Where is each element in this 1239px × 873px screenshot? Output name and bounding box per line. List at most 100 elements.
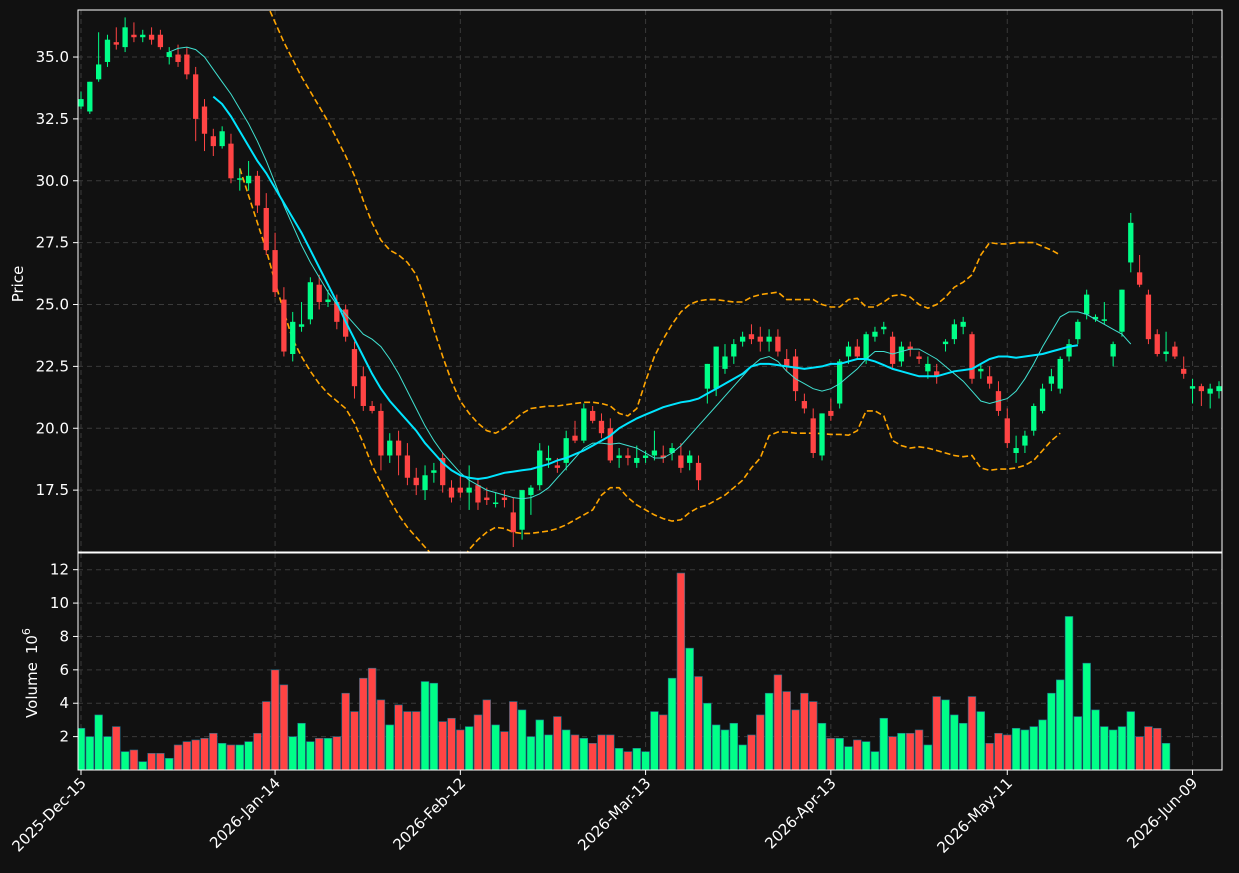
candle (775, 329, 781, 357)
candle-body (175, 54, 181, 62)
volume-scale-exponent: 6 (20, 628, 33, 635)
candle-body (237, 178, 243, 180)
volume-bar (641, 751, 650, 770)
candle-body (528, 487, 534, 496)
candle (616, 448, 622, 468)
candle (1101, 302, 1107, 325)
volume-bar (879, 717, 888, 770)
candle-body (360, 376, 366, 406)
volume-bar (958, 722, 968, 770)
volume-bar (323, 737, 333, 770)
volume-bar (764, 692, 774, 770)
candle-body (590, 410, 596, 421)
volume-bar (1003, 734, 1012, 770)
candle-body (925, 363, 931, 372)
price-tick-label: 17.5 (36, 481, 69, 499)
candle-body (1154, 334, 1160, 355)
candle-body (898, 346, 905, 362)
candle (148, 27, 155, 45)
volume-bar (1020, 729, 1030, 770)
candle (1145, 289, 1152, 345)
candle-body (916, 356, 922, 359)
candle (1198, 383, 1205, 406)
candle (801, 393, 808, 414)
candle-body (942, 341, 949, 345)
candle (1013, 435, 1019, 463)
candle (757, 326, 763, 352)
volume-bar (906, 732, 915, 770)
volume-bar (809, 701, 818, 770)
candle (263, 193, 269, 256)
candle (739, 331, 746, 347)
candle (986, 366, 993, 389)
candle-body (986, 376, 993, 384)
candle-body (448, 487, 455, 498)
candle-body (669, 448, 675, 454)
candle (854, 339, 860, 359)
candle-body (422, 475, 428, 491)
volume-bar (420, 681, 430, 770)
volume-bar (923, 744, 933, 770)
price-tick-label: 35.0 (36, 48, 69, 66)
candle (828, 398, 834, 421)
volume-bar (376, 699, 386, 770)
candle (1128, 212, 1134, 273)
volume-bar (394, 704, 403, 770)
volume-bar (112, 726, 121, 770)
candle-body (254, 175, 261, 206)
volume-bar (773, 674, 783, 770)
volume-bar (553, 716, 562, 770)
candle (1075, 319, 1081, 345)
candle-body (563, 438, 569, 463)
price-y-axis: 17.5 20.0 22.5 25.0 27.5 30.0 32.5 35.0 (36, 48, 78, 499)
candle-body (263, 207, 269, 251)
sma-long-line (212, 95, 1079, 481)
volume-bar (994, 732, 1003, 770)
candle (572, 420, 578, 444)
volume-bar (1135, 736, 1144, 770)
candle-body (775, 336, 781, 352)
candle-body (157, 34, 164, 48)
candle (78, 91, 84, 109)
candle-body (854, 346, 860, 357)
volume-bar (182, 741, 192, 770)
candle-body (290, 321, 296, 355)
volume-bar (217, 742, 227, 770)
candle-body (95, 64, 102, 80)
candle-body (378, 410, 384, 456)
candle-body (1189, 386, 1196, 389)
candle (731, 339, 737, 364)
candle (457, 475, 463, 498)
volume-bar (156, 753, 165, 770)
candle (704, 363, 710, 404)
volume-bar (817, 722, 827, 770)
candle-body (131, 34, 137, 38)
candle-body (1039, 388, 1046, 411)
bollinger-upper-band (268, 10, 1061, 435)
candle (1136, 255, 1143, 288)
candle (298, 302, 305, 332)
volume-bar (1091, 709, 1100, 770)
candle (810, 408, 816, 458)
candle-body (766, 336, 772, 342)
candle (307, 277, 314, 325)
candle (448, 480, 455, 503)
volume-bar (579, 737, 589, 770)
volume-bar (1126, 711, 1135, 770)
candle (1172, 341, 1178, 359)
volume-bar (888, 736, 897, 770)
candle-body (316, 284, 322, 303)
candle-body (492, 502, 499, 505)
volume-bar (120, 751, 130, 770)
candle (219, 126, 225, 149)
candle (951, 319, 957, 345)
volume-axis-label-group: Volume 106 (20, 628, 41, 718)
price-tick-label: 22.5 (36, 357, 69, 375)
volume-bar (588, 742, 597, 770)
candle-body (413, 477, 419, 486)
volume-bar (464, 726, 474, 770)
volume-bar (235, 744, 244, 770)
candle (228, 133, 234, 184)
candle (351, 341, 358, 399)
candle-body (140, 34, 146, 38)
